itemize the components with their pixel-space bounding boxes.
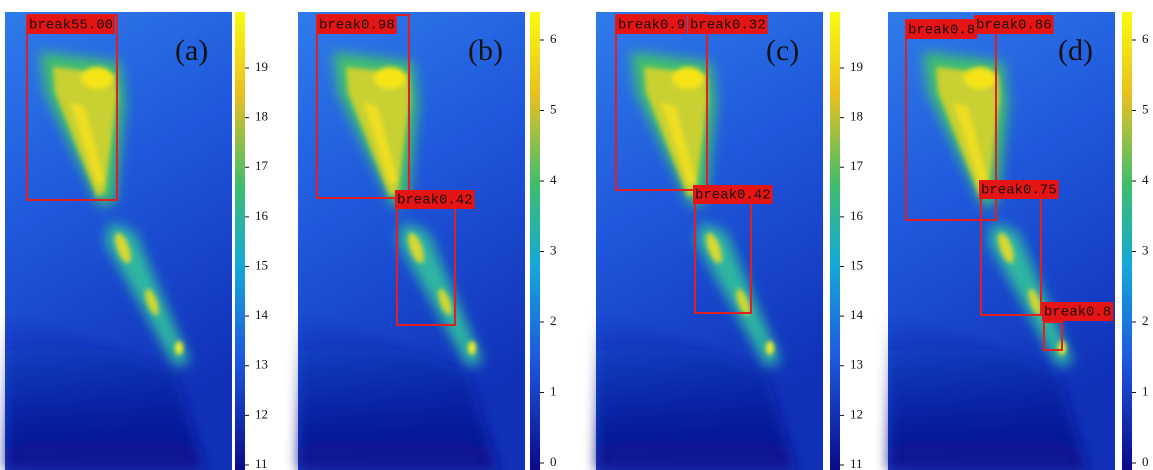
- colorbar-tick-label: 19: [850, 59, 863, 74]
- colorbar-tick-label: 6: [550, 31, 557, 46]
- colorbar-tick-label: 16: [255, 208, 269, 223]
- colorbar-tick-label: 11: [850, 456, 863, 470]
- panel: 19 18 17 16 15 14 13 12 11 (c) break0.9 break0.32 br…: [596, 12, 864, 470]
- colorbar-tick-label: 12: [255, 406, 268, 421]
- thermal-image: [5, 12, 232, 470]
- thermal-image: [888, 12, 1115, 470]
- colorbar-tick-label: 12: [850, 406, 863, 421]
- colorbar-tick-label: 5: [550, 101, 557, 116]
- colorbar-tick-label: 17: [255, 158, 269, 173]
- box-label: break0.32: [690, 18, 766, 34]
- colorbar-tick-label: 4: [1142, 172, 1149, 187]
- colorbar-tick-label: 3: [1142, 242, 1149, 257]
- colorbar-tick-label: 14: [850, 307, 864, 322]
- colorbar: [830, 12, 840, 470]
- colorbar-tick-label: 1: [550, 383, 557, 398]
- colorbar-tick-label: 14: [255, 307, 269, 322]
- colorbar-tick-label: 16: [850, 208, 864, 223]
- box-label: break55.00: [29, 18, 113, 34]
- box-label: break0.75: [981, 183, 1057, 199]
- thermal-image: [298, 12, 525, 470]
- box-label-bg: [317, 15, 397, 34]
- panel-label: (b): [468, 34, 503, 67]
- box-label: break0.98: [319, 18, 395, 34]
- colorbar-tick-label: 17: [850, 158, 864, 173]
- box-label-bg: [688, 15, 768, 34]
- box-label: break0.8: [1044, 305, 1111, 321]
- colorbar: [235, 12, 245, 470]
- box-label-bg: [27, 15, 115, 34]
- colorbar-tick-label: 1: [1142, 383, 1149, 398]
- colorbar-tick-label: 13: [255, 357, 268, 372]
- panel-label: (c): [766, 34, 799, 67]
- colorbar-tick-label: 15: [850, 257, 863, 272]
- detection-box: [1043, 321, 1063, 351]
- colorbar-tick-label: 6: [1142, 31, 1149, 46]
- box-label: break0.42: [397, 193, 473, 209]
- colorbar-tick-label: 4: [550, 172, 557, 187]
- colorbar-tick-label: 5: [1142, 101, 1149, 116]
- colorbar-tick-label: 3: [550, 242, 557, 257]
- colorbar-tick-label: 0: [550, 454, 557, 469]
- panel: 19 18 17 16 15 14 13 12 11 (a) break55.00: [5, 12, 269, 470]
- box-label-bg: [693, 185, 773, 204]
- box-label-bg: [616, 15, 688, 34]
- colorbar-tick-label: 0: [1142, 454, 1149, 469]
- colorbar-tick-label: 2: [550, 313, 557, 328]
- box-label-bg: [1042, 302, 1114, 321]
- colorbar-tick-label: 11: [255, 456, 268, 470]
- box-label-bg: [906, 20, 978, 39]
- colorbar-tick-label: 13: [850, 357, 863, 372]
- colorbar-tick-label: 18: [255, 109, 268, 124]
- box-label-bg: [395, 190, 475, 209]
- colorbar-tick-label: 19: [255, 59, 268, 74]
- colorbar-tick-label: 18: [850, 109, 863, 124]
- colorbar: [1122, 12, 1132, 470]
- panel-label: (d): [1058, 34, 1093, 67]
- box-label-bg: [979, 180, 1059, 199]
- box-label: break0.9: [618, 18, 685, 34]
- box-label: break0.86: [976, 18, 1052, 34]
- panel-label: (a): [175, 34, 208, 67]
- thermal-image: [596, 12, 823, 470]
- panel: 6 5 4 3 2 1 0 (b) break0.98 break0.42: [298, 12, 557, 470]
- colorbar-tick-label: 15: [255, 257, 268, 272]
- colorbar: [530, 12, 540, 470]
- colorbar-tick-label: 2: [1142, 313, 1149, 328]
- box-label: break0.8: [908, 23, 975, 39]
- box-label: break0.42: [695, 188, 771, 204]
- box-label-bg: [974, 15, 1054, 34]
